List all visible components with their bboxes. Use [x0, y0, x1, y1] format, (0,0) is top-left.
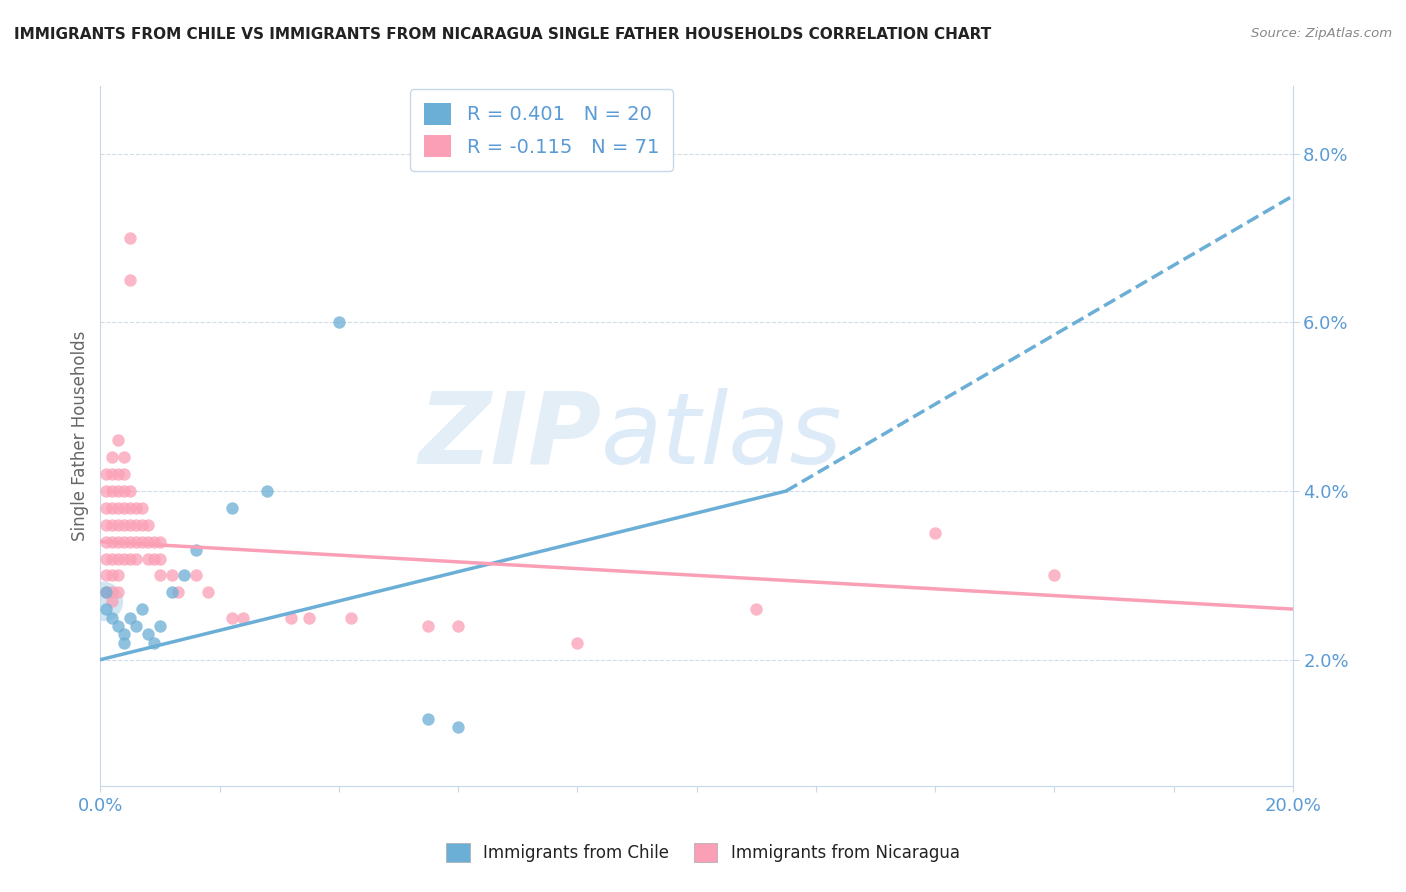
Point	[101, 517, 124, 532]
Point	[136, 534, 159, 549]
Point	[149, 551, 172, 566]
Point	[232, 610, 254, 624]
Point	[149, 534, 172, 549]
Point	[91, 593, 114, 607]
Point	[143, 551, 166, 566]
Point	[96, 484, 118, 499]
Point	[447, 720, 470, 734]
Point	[328, 315, 350, 329]
Point	[107, 534, 129, 549]
Point	[101, 467, 124, 482]
Point	[120, 231, 142, 245]
Text: Source: ZipAtlas.com: Source: ZipAtlas.com	[1251, 27, 1392, 40]
Point	[96, 551, 118, 566]
Point	[112, 534, 135, 549]
Point	[107, 517, 129, 532]
Point	[166, 585, 188, 599]
Point	[101, 551, 124, 566]
Point	[197, 585, 219, 599]
Point	[101, 500, 124, 515]
Point	[221, 610, 243, 624]
Point	[107, 500, 129, 515]
Point	[112, 517, 135, 532]
Point	[125, 500, 148, 515]
Point	[96, 585, 118, 599]
Legend: R = 0.401   N = 20, R = -0.115   N = 71: R = 0.401 N = 20, R = -0.115 N = 71	[411, 89, 672, 171]
Point	[131, 534, 153, 549]
Point	[107, 551, 129, 566]
Point	[745, 602, 768, 616]
Point	[131, 500, 153, 515]
Point	[112, 636, 135, 650]
Point	[96, 568, 118, 582]
Point	[143, 636, 166, 650]
Point	[173, 568, 195, 582]
Point	[107, 619, 129, 633]
Point	[107, 568, 129, 582]
Point	[112, 627, 135, 641]
Point	[101, 484, 124, 499]
Point	[112, 467, 135, 482]
Point	[112, 500, 135, 515]
Point	[101, 534, 124, 549]
Point	[256, 484, 278, 499]
Point	[107, 434, 129, 448]
Legend: Immigrants from Chile, Immigrants from Nicaragua: Immigrants from Chile, Immigrants from N…	[439, 834, 967, 871]
Point	[221, 500, 243, 515]
Point	[160, 568, 183, 582]
Point	[112, 484, 135, 499]
Point	[120, 551, 142, 566]
Point	[131, 517, 153, 532]
Point	[96, 517, 118, 532]
Point	[120, 534, 142, 549]
Point	[101, 593, 124, 607]
Text: ZIP: ZIP	[418, 388, 602, 484]
Point	[125, 517, 148, 532]
Point	[418, 619, 440, 633]
Point	[136, 627, 159, 641]
Point	[96, 585, 118, 599]
Point	[107, 585, 129, 599]
Point	[136, 551, 159, 566]
Point	[149, 619, 172, 633]
Point	[184, 568, 207, 582]
Point	[298, 610, 321, 624]
Point	[101, 450, 124, 465]
Point	[96, 500, 118, 515]
Point	[125, 551, 148, 566]
Point	[107, 484, 129, 499]
Point	[131, 602, 153, 616]
Point	[136, 517, 159, 532]
Point	[120, 500, 142, 515]
Point	[160, 585, 183, 599]
Point	[1043, 568, 1066, 582]
Point	[101, 585, 124, 599]
Y-axis label: Single Father Households: Single Father Households	[72, 331, 89, 541]
Point	[339, 610, 361, 624]
Point	[96, 534, 118, 549]
Point	[120, 484, 142, 499]
Point	[120, 517, 142, 532]
Point	[96, 602, 118, 616]
Point	[418, 712, 440, 726]
Point	[120, 273, 142, 287]
Point	[107, 467, 129, 482]
Point	[447, 619, 470, 633]
Point	[924, 526, 946, 541]
Text: atlas: atlas	[602, 388, 842, 484]
Point	[112, 450, 135, 465]
Point	[149, 568, 172, 582]
Point	[280, 610, 302, 624]
Point	[101, 610, 124, 624]
Point	[567, 636, 589, 650]
Point	[101, 568, 124, 582]
Point	[120, 610, 142, 624]
Point	[125, 619, 148, 633]
Point	[143, 534, 166, 549]
Point	[112, 551, 135, 566]
Text: IMMIGRANTS FROM CHILE VS IMMIGRANTS FROM NICARAGUA SINGLE FATHER HOUSEHOLDS CORR: IMMIGRANTS FROM CHILE VS IMMIGRANTS FROM…	[14, 27, 991, 42]
Point	[184, 543, 207, 558]
Point	[125, 534, 148, 549]
Point	[96, 467, 118, 482]
